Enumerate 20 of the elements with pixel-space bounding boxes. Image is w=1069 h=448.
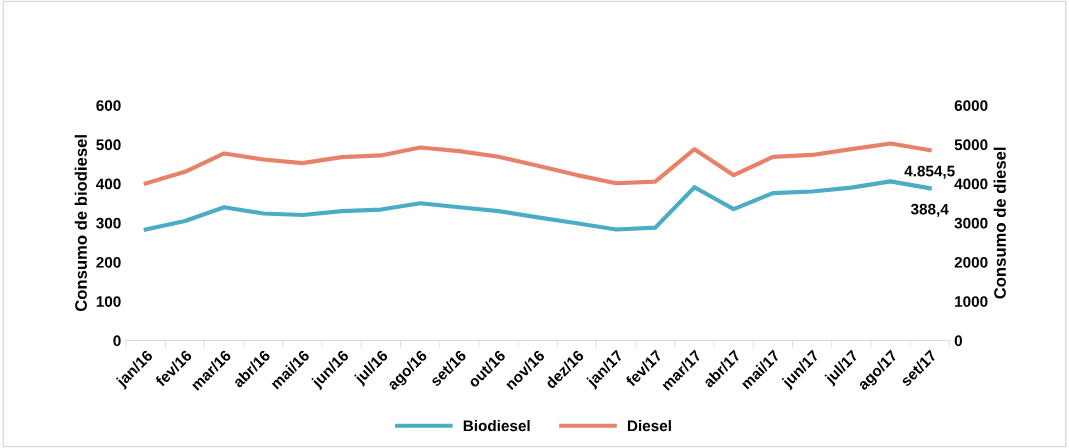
y2-tick-label: 2000 (954, 256, 988, 268)
data-label: 4.854,5 (904, 165, 955, 179)
y-tick-label: 0 (113, 335, 121, 347)
y2-tick-label: 5000 (954, 139, 988, 151)
y2-tick-label: 0 (954, 335, 962, 347)
legend-label: Biodiesel (463, 420, 530, 432)
y2-tick-label: 6000 (954, 100, 988, 111)
y-tick-label: 100 (96, 296, 121, 307)
y-tick-label: 200 (96, 256, 121, 268)
y2-axis-title: Consumo de diesel (993, 147, 1006, 299)
y-tick-label: 500 (96, 139, 121, 151)
y2-tick-label: 3000 (954, 217, 988, 229)
y2-tick-label: 4000 (954, 178, 988, 190)
y-tick-label: 400 (96, 178, 121, 190)
y-tick-label: 600 (96, 100, 121, 111)
y2-tick-label: 1000 (955, 296, 988, 307)
legend-label: Diesel (627, 420, 671, 432)
y-tick-label: 300 (96, 217, 121, 229)
data-label: 388,4 (910, 203, 949, 217)
y-axis-title: Consumo de biodiesel (74, 135, 87, 312)
